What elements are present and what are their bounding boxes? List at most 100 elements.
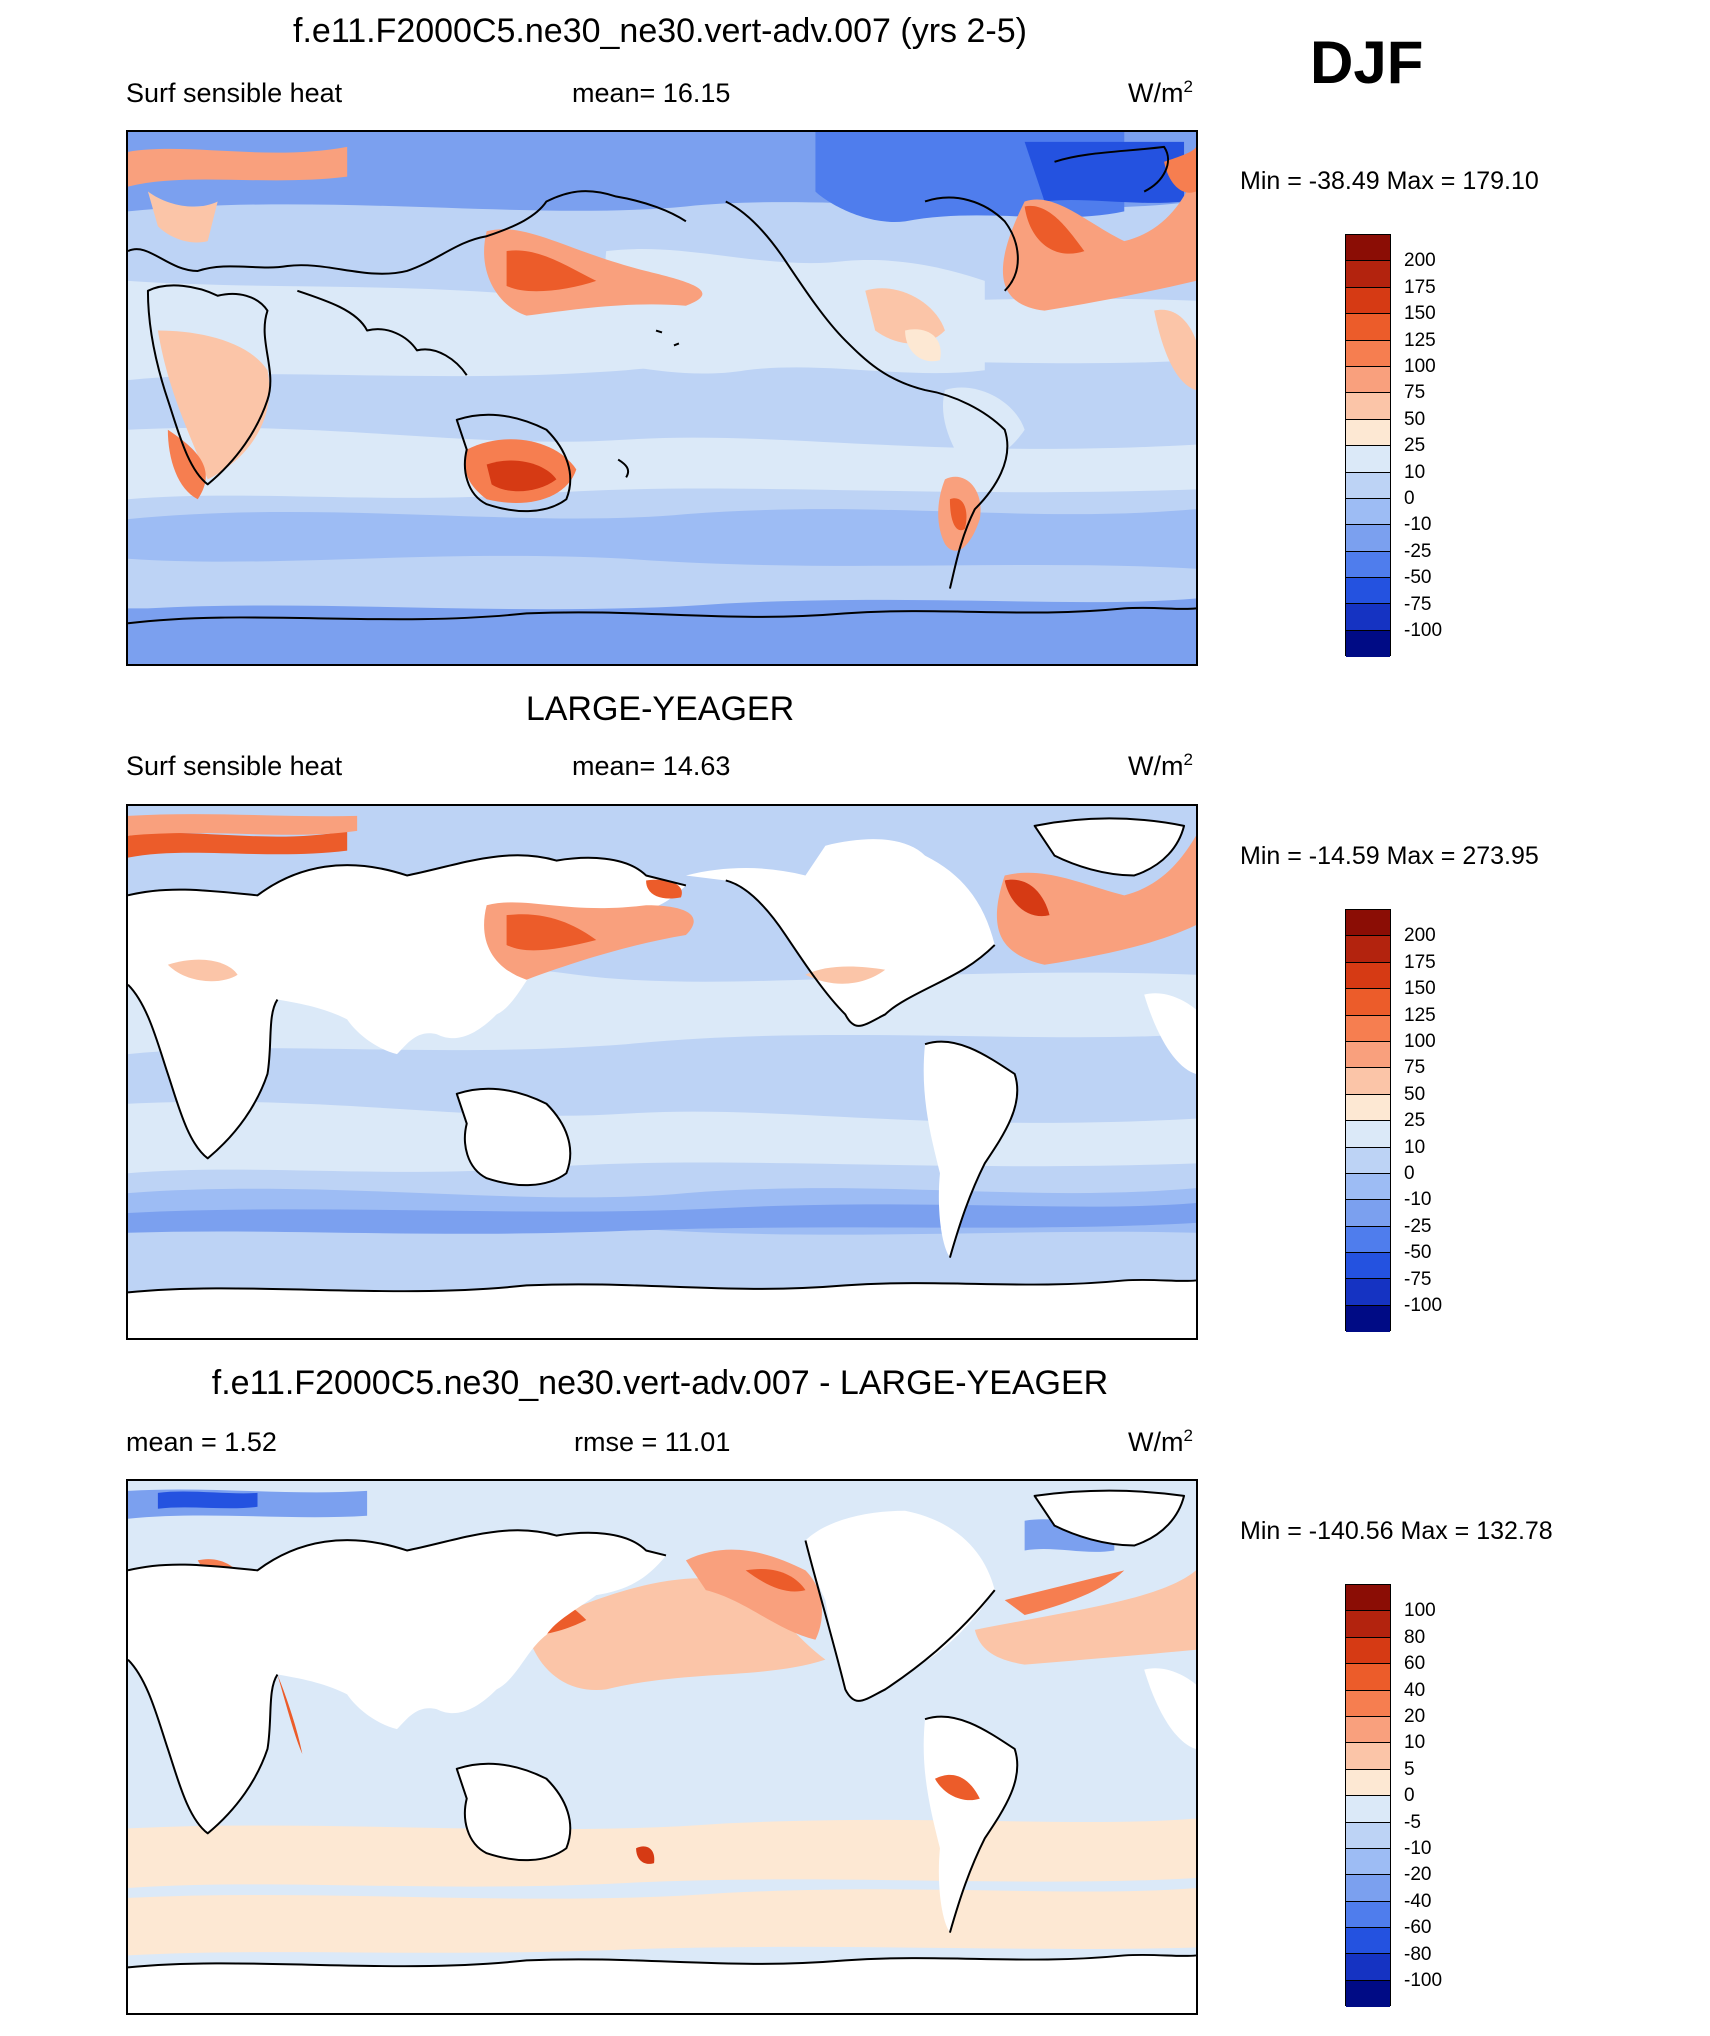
- panel-1-variable-label: Surf sensible heat: [126, 78, 343, 108]
- colorbar-tick-label: -25: [1404, 1215, 1432, 1237]
- panel-3-title: f.e11.F2000C5.ne30_ne30.vert-adv.007 - L…: [211, 1364, 1109, 1402]
- colorbar-tick-label: 175: [1404, 951, 1436, 973]
- panel-1-minmax: Min = -38.49 Max = 179.10: [1240, 167, 1539, 195]
- colorbar-swatch: [1346, 1253, 1390, 1280]
- colorbar-tick-label: 20: [1404, 1706, 1426, 1727]
- colorbar-swatch: [1346, 287, 1390, 315]
- colorbar-tick-label: 0: [1404, 488, 1415, 509]
- colorbar-swatch: [1346, 340, 1390, 367]
- colorbar-swatch: [1346, 366, 1390, 394]
- colorbar-tick-label: 40: [1404, 1679, 1426, 1701]
- colorbar-tick-label: -25: [1404, 540, 1432, 562]
- colorbar-swatch: [1346, 1664, 1390, 1691]
- colorbar-swatch: [1346, 989, 1390, 1016]
- colorbar-tick-label: 5: [1404, 1758, 1415, 1780]
- colorbar-tick-label: -20: [1404, 1864, 1432, 1886]
- colorbar-swatch: [1346, 1954, 1390, 1981]
- colorbar-tick-label: 25: [1404, 435, 1426, 457]
- colorbar-swatch: [1346, 1015, 1390, 1042]
- colorbar-swatch: [1346, 1980, 1390, 2008]
- colorbar-tick-label: 75: [1404, 1057, 1426, 1079]
- colorbar-swatch: [1346, 525, 1390, 552]
- colorbar-swatch: [1346, 604, 1390, 631]
- colorbar-swatch: [1346, 936, 1390, 963]
- colorbar-tick-label: 50: [1404, 1083, 1426, 1105]
- colorbar-swatch: [1346, 630, 1390, 658]
- panel-2-title: LARGE-YEAGER: [525, 690, 795, 728]
- colorbar-tick-label: -10: [1404, 1838, 1432, 1859]
- colorbar-swatch: [1346, 1041, 1390, 1069]
- colorbar-tick-label: 125: [1404, 1004, 1436, 1026]
- colorbar-swatch: [1346, 1769, 1390, 1797]
- panel-2-mean-label: mean= 14.63: [572, 751, 731, 781]
- panel-1-map: [126, 130, 1198, 666]
- colorbar-swatch: [1346, 235, 1390, 262]
- colorbar-swatch: [1346, 472, 1390, 499]
- colorbar-tick-label: 0: [1404, 1163, 1415, 1184]
- colorbar-tick-label: 25: [1404, 1110, 1426, 1132]
- colorbar-tick-label: -10: [1404, 514, 1432, 536]
- colorbar-swatch: [1346, 1637, 1390, 1665]
- colorbar-tick-label: -100: [1404, 1970, 1443, 1991]
- colorbar-swatch: [1346, 1279, 1390, 1306]
- colorbar-swatch: [1346, 962, 1390, 990]
- colorbar-tick-label: 50: [1404, 408, 1426, 430]
- colorbar-swatch: [1346, 1716, 1390, 1744]
- colorbar-swatch: [1346, 578, 1390, 605]
- colorbar-swatch: [1346, 1173, 1390, 1201]
- colorbar-tick-label: 200: [1404, 925, 1436, 947]
- panel-2-map: [126, 804, 1198, 1340]
- colorbar-tick-label: -75: [1404, 593, 1432, 615]
- panel-3-rmse-label: rmse = 11.01: [574, 1427, 731, 1457]
- colorbar-tick-label: 10: [1404, 461, 1426, 483]
- colorbar-swatch: [1346, 1147, 1390, 1174]
- panel-2-minmax: Min = -14.59 Max = 273.95: [1240, 842, 1539, 870]
- colorbar-swatch: [1346, 1305, 1390, 1333]
- colorbar-tick-label: -100: [1404, 1295, 1443, 1316]
- colorbar-swatch: [1346, 1822, 1390, 1849]
- panel-3-minmax: Min = -140.56 Max = 132.78: [1240, 1517, 1553, 1545]
- colorbar-tick-label: -80: [1404, 1943, 1432, 1965]
- colorbar-swatch: [1346, 498, 1390, 526]
- colorbar-tick-label: -50: [1404, 1242, 1432, 1264]
- panel-1-units: W/m2: [1128, 77, 1193, 108]
- colorbar-swatch: [1346, 1928, 1390, 1955]
- colorbar-tick-label: 150: [1404, 978, 1436, 1000]
- panel-1-mean-label: mean= 16.15: [572, 78, 731, 108]
- panel-3-colorbar: [1345, 1584, 1391, 2008]
- colorbar-tick-label: 0: [1404, 1785, 1415, 1807]
- panel-1-colorbar: [1345, 234, 1391, 658]
- colorbar-swatch: [1346, 1226, 1390, 1254]
- colorbar-swatch: [1346, 446, 1390, 473]
- colorbar-swatch: [1346, 393, 1390, 420]
- colorbar-swatch: [1346, 1875, 1390, 1902]
- colorbar-tick-label: 60: [1404, 1653, 1426, 1675]
- colorbar-tick-label: 10: [1404, 1732, 1426, 1754]
- colorbar-tick-label: 10: [1404, 1136, 1426, 1158]
- panel-1-title: f.e11.F2000C5.ne30_ne30.vert-adv.007 (yr…: [293, 12, 1027, 50]
- colorbar-tick-label: 80: [1404, 1626, 1426, 1648]
- colorbar-swatch: [1346, 1848, 1390, 1876]
- colorbar-tick-label: -60: [1404, 1917, 1432, 1939]
- colorbar-swatch: [1346, 1094, 1390, 1122]
- colorbar-tick-label: 100: [1404, 1031, 1436, 1052]
- colorbar-tick-label: -40: [1404, 1890, 1432, 1912]
- colorbar-tick-label: -100: [1404, 620, 1443, 641]
- colorbar-tick-label: 175: [1404, 276, 1436, 298]
- colorbar-tick-label: -50: [1404, 567, 1432, 589]
- colorbar-tick-label: 100: [1404, 1600, 1436, 1622]
- colorbar-tick-label: 125: [1404, 329, 1436, 351]
- colorbar-swatch: [1346, 261, 1390, 288]
- colorbar-tick-label: -75: [1404, 1268, 1432, 1290]
- colorbar-swatch: [1346, 1200, 1390, 1227]
- panel-3-units: W/m2: [1128, 1426, 1193, 1457]
- colorbar-tick-label: 150: [1404, 303, 1436, 325]
- colorbar-tick-label: 200: [1404, 250, 1436, 272]
- panel-2-units: W/m2: [1128, 750, 1193, 781]
- colorbar-swatch: [1346, 1611, 1390, 1638]
- colorbar-swatch: [1346, 1901, 1390, 1929]
- colorbar-tick-label: -5: [1404, 1811, 1421, 1833]
- colorbar-swatch: [1346, 314, 1390, 341]
- colorbar-swatch: [1346, 1121, 1390, 1148]
- colorbar-swatch: [1346, 1068, 1390, 1095]
